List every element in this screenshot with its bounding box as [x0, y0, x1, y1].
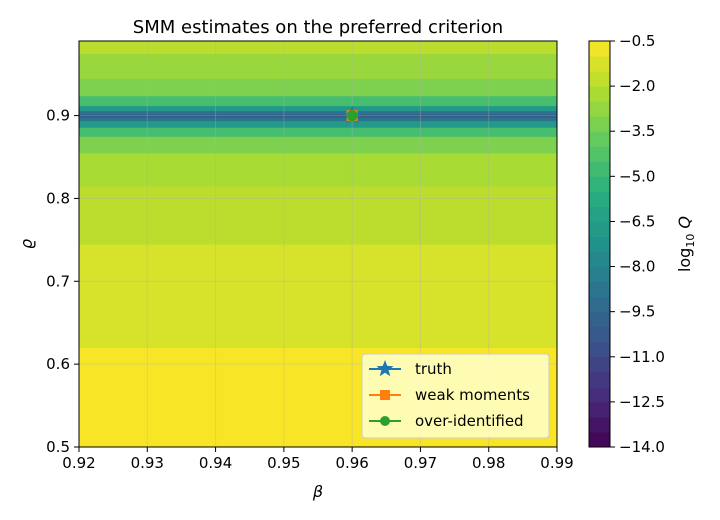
- x-tick-label: 0.93: [131, 454, 164, 472]
- x-tick-label: 0.98: [472, 454, 505, 472]
- colorbar-band: [589, 311, 610, 328]
- colorbar-label-log: log: [675, 248, 694, 272]
- colorbar-band: [589, 206, 610, 222]
- colorbar-band: [589, 41, 610, 57]
- marker-circle-2: [346, 110, 358, 122]
- colorbar-band: [589, 356, 610, 373]
- y-tick-label: 0.6: [46, 355, 70, 373]
- y-tick-label: 0.7: [46, 272, 70, 290]
- colorbar-band: [589, 371, 610, 388]
- colorbar-band: [589, 296, 610, 313]
- x-tick-label: 0.94: [199, 454, 232, 472]
- colorbar-band: [589, 341, 610, 358]
- y-axis-label: ϱ: [17, 239, 36, 249]
- heatmap-band-8: [79, 113, 557, 118]
- heatmap-band-9: [79, 110, 557, 115]
- colorbar-frame: [588, 40, 611, 448]
- colorbar-band: [589, 416, 610, 433]
- colorbar-band: [589, 146, 610, 162]
- heatmap-band-12: [79, 78, 557, 97]
- heatmap-band-13: [79, 53, 557, 79]
- heatmap-band-4: [79, 136, 557, 154]
- colorbar-tick-label: −12.5: [619, 393, 665, 411]
- heatmap-bands: [79, 41, 557, 448]
- heatmap-band-11: [79, 95, 557, 107]
- heatmap-band-1: [79, 244, 557, 349]
- colorbar-band: [589, 281, 610, 298]
- colorbar-band: [589, 71, 610, 87]
- colorbar-band: [589, 116, 610, 132]
- x-tick-label: 0.95: [267, 454, 300, 472]
- colorbar-band: [589, 431, 610, 448]
- x-tick-label: 0.96: [335, 454, 368, 472]
- colorbar-band: [589, 236, 610, 253]
- colorbar-label-base: 10: [684, 234, 697, 248]
- data-markers: [342, 105, 362, 124]
- colorbar-band: [589, 266, 610, 283]
- heatmap-band-5: [79, 127, 557, 137]
- legend: truth weak moments over-identified: [361, 353, 550, 439]
- x-axis-label: β: [312, 482, 323, 501]
- heatmap-band-2: [79, 186, 557, 245]
- legend-box: [361, 353, 550, 439]
- heatmap-band-10: [79, 105, 557, 112]
- x-tick-label: 0.97: [404, 454, 437, 472]
- colorbar-tick-label: −3.5: [619, 122, 655, 140]
- y-tick-label: 0.9: [46, 107, 70, 125]
- heatmap-band-3: [79, 152, 557, 187]
- colorbar-tick-label: −11.0: [619, 348, 665, 366]
- colorbar-label-q: Q: [675, 216, 694, 234]
- heatmap-band-6: [79, 120, 557, 128]
- plot-frame: [78, 40, 558, 448]
- legend-label: truth: [415, 360, 452, 378]
- colorbar-band: [589, 251, 610, 268]
- colorbar-label: log10 Q: [675, 216, 697, 272]
- colorbar-tick-label: −8.0: [619, 258, 655, 276]
- colorbar-band: [589, 161, 610, 177]
- y-axis-ticks: 0.5 0.6 0.7 0.8 0.9: [46, 107, 79, 456]
- colorbar-band: [589, 131, 610, 147]
- colorbar-band: [589, 326, 610, 343]
- colorbar: −0.5 −2.0 −3.5 −5.0 −6.5 −8.0 −9.5 −11.0 −12.5 −1…: [588, 32, 697, 456]
- x-tick-label: 0.92: [62, 454, 95, 472]
- colorbar-band: [589, 401, 610, 418]
- colorbar-band: [589, 176, 610, 192]
- colorbar-band: [589, 101, 610, 117]
- legend-marker-2: [380, 416, 390, 426]
- legend-label: over-identified: [415, 412, 524, 430]
- colorbar-band: [589, 56, 610, 72]
- x-tick-label: 0.99: [540, 454, 573, 472]
- colorbar-band: [589, 386, 610, 403]
- colorbar-tick-label: −14.0: [619, 438, 665, 456]
- legend-marker-1: [380, 390, 390, 400]
- chart-title: SMM estimates on the preferred criterion: [133, 17, 503, 38]
- colorbar-band: [589, 191, 610, 207]
- colorbar-band: [589, 221, 610, 237]
- legend-label: weak moments: [415, 386, 530, 404]
- x-axis-ticks: 0.92 0.93 0.94 0.95 0.96 0.97 0.98 0.99: [62, 447, 574, 472]
- heatmap-band-14: [79, 41, 557, 54]
- colorbar-tick-label: −9.5: [619, 303, 655, 321]
- y-tick-label: 0.5: [46, 438, 70, 456]
- colorbar-band: [589, 86, 610, 102]
- legend-marker-0: [376, 360, 394, 377]
- y-tick-label: 0.8: [46, 189, 70, 207]
- colorbar-tick-label: −6.5: [619, 212, 655, 230]
- colorbar-tick-label: −2.0: [619, 77, 655, 95]
- colorbar-tick-label: −5.0: [619, 167, 655, 185]
- heatmap-band-7: [79, 117, 557, 122]
- colorbar-tick-label: −0.5: [619, 32, 655, 50]
